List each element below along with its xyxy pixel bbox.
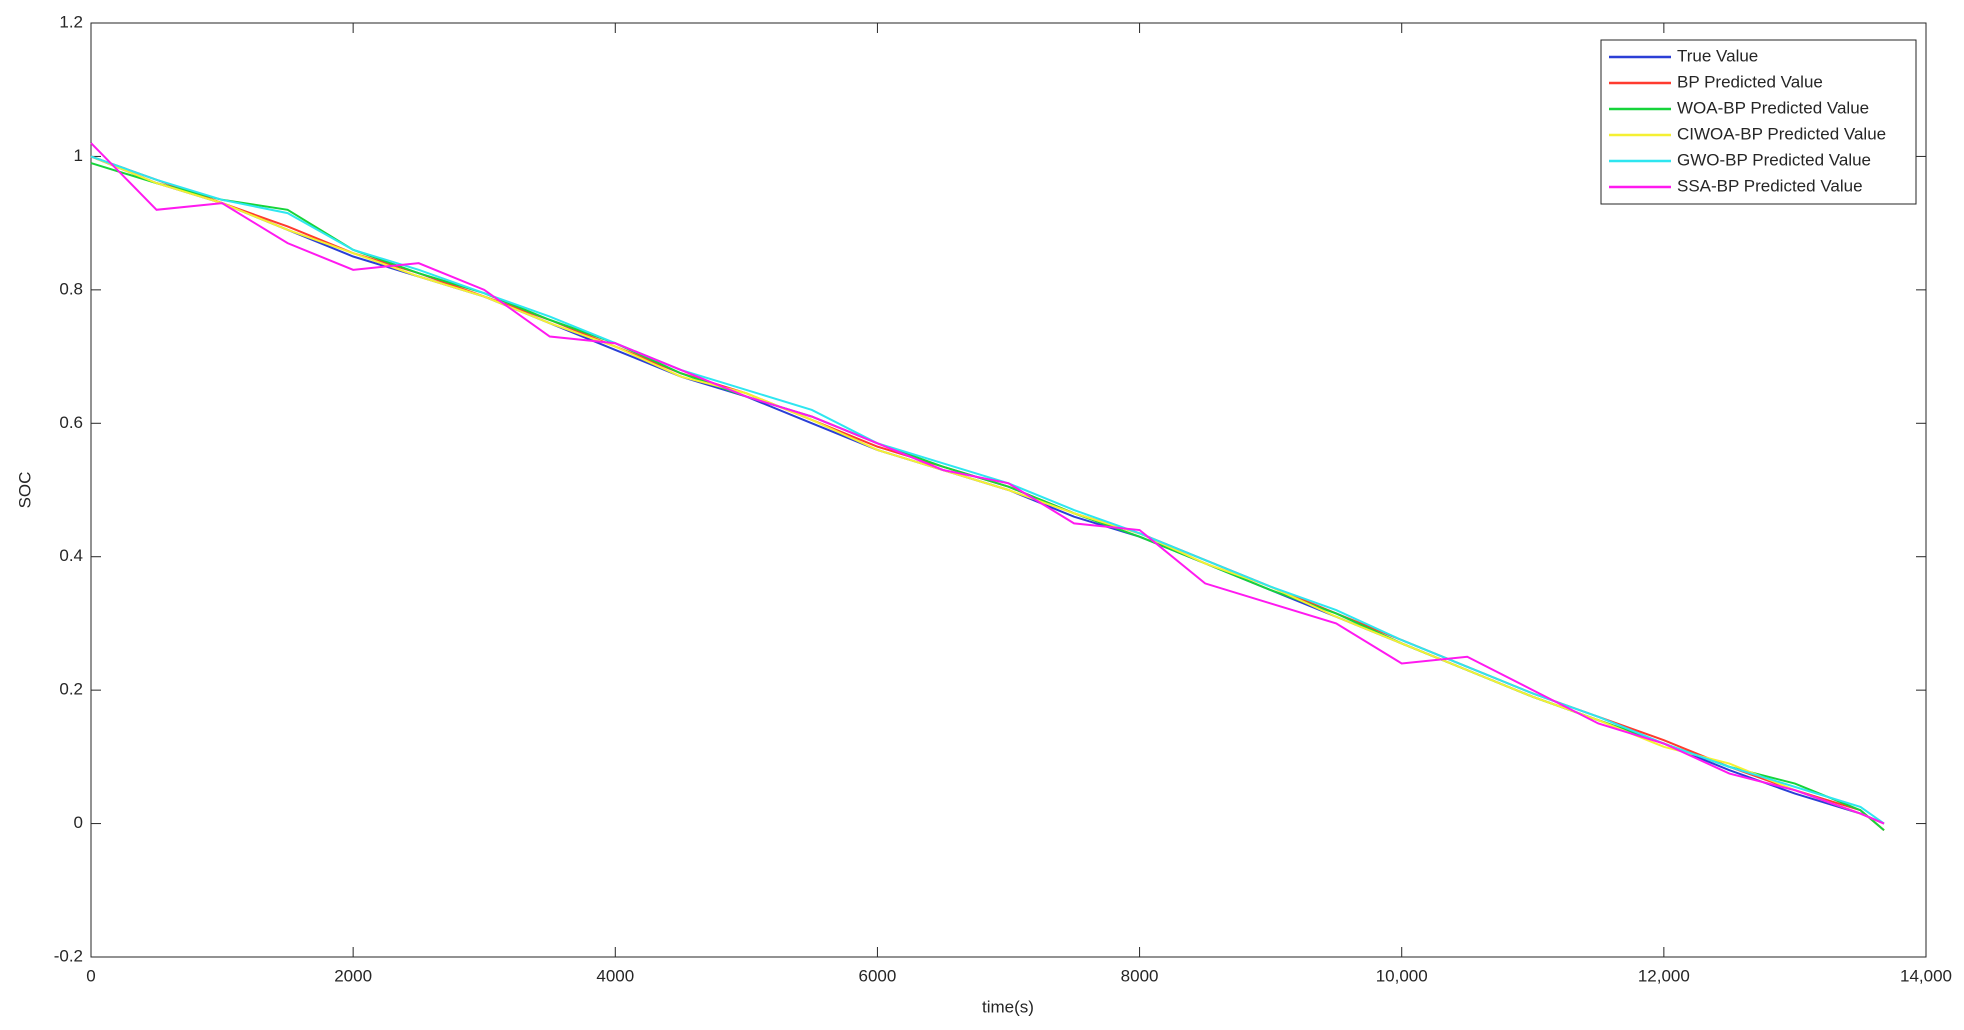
x-tick-label: 14,000	[1900, 966, 1952, 985]
legend-label: GWO-BP Predicted Value	[1677, 150, 1871, 169]
x-tick-label: 6000	[859, 966, 897, 985]
legend-label: BP Predicted Value	[1677, 72, 1823, 91]
legend-label: True Value	[1677, 46, 1758, 65]
legend-label: CIWOA-BP Predicted Value	[1677, 124, 1886, 143]
legend-label: SSA-BP Predicted Value	[1677, 176, 1863, 195]
y-tick-label: 0.8	[59, 279, 83, 298]
y-axis-label: SOC	[15, 472, 34, 509]
legend-box	[1600, 39, 1917, 205]
x-tick-label: 12,000	[1638, 966, 1690, 985]
x-tick-label: 8000	[1121, 966, 1159, 985]
y-tick-label: 0	[74, 813, 83, 832]
x-tick-label: 0	[86, 966, 95, 985]
series-line	[90, 155, 1885, 825]
y-tick-label: 0.6	[59, 413, 83, 432]
y-tick-label: -0.2	[54, 946, 83, 965]
y-tick-label: 0.4	[59, 546, 83, 565]
legend-label: WOA-BP Predicted Value	[1677, 98, 1869, 117]
series-line	[90, 142, 1885, 825]
y-tick-label: 1	[74, 146, 83, 165]
y-tick-label: 1.2	[59, 12, 83, 31]
x-axis-label: time(s)	[982, 997, 1034, 1016]
y-tick-label: 0.2	[59, 680, 83, 699]
x-tick-label: 4000	[596, 966, 634, 985]
x-tick-label: 10,000	[1376, 966, 1428, 985]
x-tick-label: 2000	[334, 966, 372, 985]
